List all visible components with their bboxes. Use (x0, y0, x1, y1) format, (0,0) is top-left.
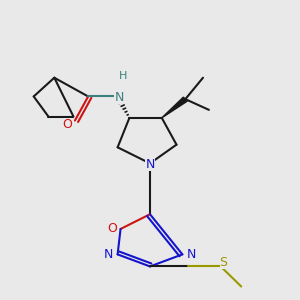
Text: H: H (119, 71, 127, 81)
Text: O: O (107, 223, 117, 236)
Polygon shape (162, 97, 187, 118)
Text: N: N (145, 158, 155, 171)
Text: N: N (104, 248, 113, 261)
Text: N: N (114, 91, 124, 104)
Text: S: S (220, 256, 228, 269)
Text: N: N (187, 248, 196, 261)
Text: O: O (63, 118, 73, 131)
